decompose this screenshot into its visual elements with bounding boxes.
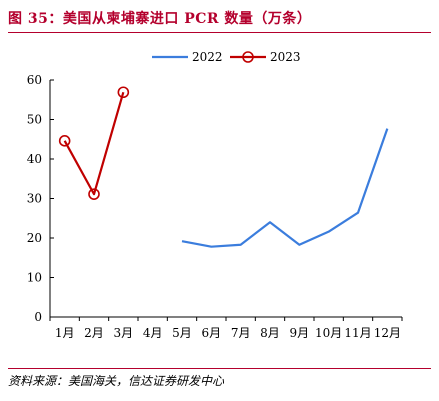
x-tick-label: 10月 [315,326,342,340]
x-tick-label: 11月 [344,326,371,340]
legend-marker-2023 [242,51,254,63]
y-tick-label: 40 [27,152,42,166]
x-tick-label: 6月 [202,326,222,340]
figure-title: 图 35：美国从柬埔寨进口 PCR 数量（万条） [8,11,312,27]
y-tick-label: 30 [27,192,42,206]
x-tick-label: 4月 [143,326,163,340]
series-line-2023 [63,91,125,196]
x-tick-label: 12月 [374,326,401,340]
x-tick-label: 8月 [260,326,280,340]
series-line-2022 [181,128,389,248]
x-tick-label: 5月 [172,326,192,340]
x-tick-label: 3月 [114,326,134,340]
data-point-2023 [58,135,71,147]
source-note: 资料来源：美国海关，信达证券研发中心 [8,374,225,388]
data-point-2023 [88,188,100,200]
y-tick-label: 20 [27,231,42,245]
x-tick-label: 7月 [231,326,251,340]
y-tick-label: 50 [27,113,42,127]
x-tick-label: 1月 [55,326,75,340]
y-tick-label: 10 [27,271,42,285]
legend-label-2023: 2023 [270,50,301,64]
legend-label-2022: 2022 [192,50,223,64]
y-tick-label: 60 [27,73,42,87]
x-tick-label: 9月 [290,326,310,340]
chart-series [58,86,389,248]
y-tick-label: 0 [34,310,42,324]
title-divider [8,32,431,33]
chart-legend: 2022 2023 [152,50,301,64]
source-divider [8,368,431,369]
data-point-2023 [117,86,130,99]
x-tick-label: 2月 [84,326,104,340]
chart-axes: 0 10 20 30 40 50 60 1月 2月 3月 4月 5月 6月 7月 8月 9月 10月 11月 12月 [27,73,403,340]
